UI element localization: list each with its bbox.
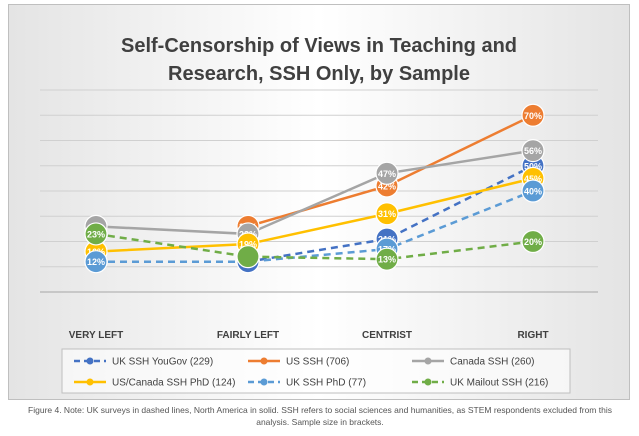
data-point — [84, 250, 108, 274]
data-label: 20% — [524, 237, 542, 247]
data-label: 40% — [524, 187, 542, 197]
data-point — [521, 139, 545, 163]
series-line — [95, 177, 534, 253]
chart-title: Self-Censorship of Views in Teaching and… — [121, 35, 517, 85]
legend-marker — [260, 357, 268, 365]
series-lines: 12%21%50%26%42%70%23%47%56%16%19%31%45%1… — [84, 103, 545, 274]
x-tick-label: FAIRLY LEFT — [217, 330, 279, 341]
data-point — [375, 202, 399, 226]
data-label: 47% — [378, 169, 396, 179]
data-label: 50% — [524, 161, 542, 171]
data-point — [375, 247, 399, 271]
line-chart: Self-Censorship of Views in Teaching and… — [40, 35, 598, 394]
data-label: 45% — [524, 174, 542, 184]
data-point — [236, 245, 260, 269]
data-label: 31% — [378, 209, 396, 219]
legend-marker — [260, 378, 268, 386]
gridlines — [40, 89, 598, 293]
series-line — [95, 149, 534, 236]
legend-box — [61, 348, 571, 394]
legend-label: UK Mailout SSH (216) — [450, 378, 548, 389]
data-label: 19% — [239, 240, 257, 250]
series-line — [96, 189, 534, 263]
data-point — [375, 161, 399, 185]
chart-title-line-2: Research, SSH Only, by Sample — [168, 63, 470, 85]
legend-marker — [86, 378, 94, 386]
legend-label: US/Canada SSH PhD (124) — [112, 378, 235, 389]
legend-marker — [86, 357, 94, 365]
series-line — [95, 232, 534, 261]
x-tick-label: CENTRIST — [362, 330, 412, 341]
data-label: 12% — [87, 257, 105, 267]
legend-marker — [424, 357, 432, 365]
legend-label: UK SSH YouGov (229) — [112, 357, 213, 368]
legend-label: US SSH (706) — [286, 357, 349, 368]
data-point — [521, 179, 545, 203]
x-tick-label: VERY LEFT — [69, 330, 123, 341]
data-point — [521, 103, 545, 127]
x-tick-label: RIGHT — [517, 330, 548, 341]
chart-title-line-1: Self-Censorship of Views in Teaching and — [121, 35, 517, 57]
data-label: 56% — [524, 146, 542, 156]
data-point — [84, 222, 108, 246]
data-label: 23% — [87, 229, 105, 239]
legend-marker — [424, 378, 432, 386]
data-point — [521, 229, 545, 254]
data-label: 42% — [378, 181, 396, 191]
legend-label: Canada SSH (260) — [450, 357, 535, 368]
x-axis-labels: VERY LEFT FAIRLY LEFT CENTRIST RIGHT — [69, 330, 549, 341]
figure-caption: Figure 4. Note: UK surveys in dashed lin… — [28, 405, 612, 427]
legend: UK SSH YouGov (229) US SSH (706) Canada SS… — [61, 348, 571, 394]
legend-label: UK SSH PhD (77) — [286, 378, 366, 389]
data-label: 70% — [524, 111, 542, 121]
data-label: 13% — [378, 255, 396, 265]
